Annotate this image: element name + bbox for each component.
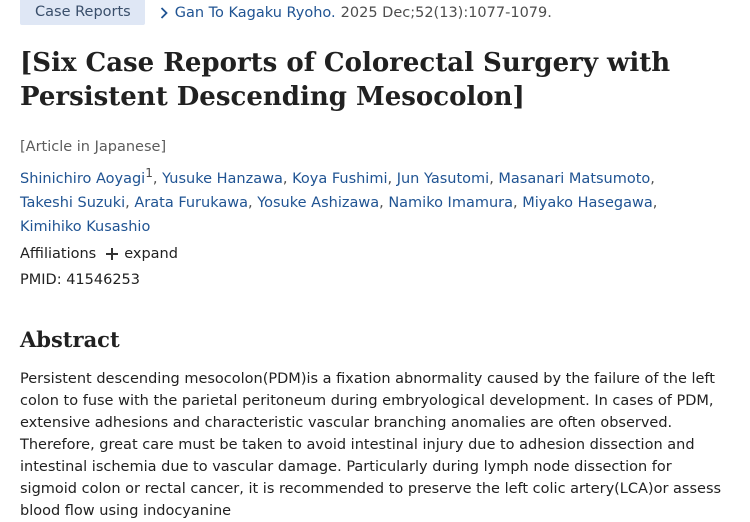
journal-citation-date: 2025 Dec;52(13):1077-1079.: [340, 4, 552, 21]
affiliations-row: Affiliations expand: [20, 246, 178, 262]
author-link[interactable]: Jun Yasutomi: [396, 170, 490, 187]
author-link[interactable]: Namiko Imamura: [388, 194, 514, 211]
article-header-bar: Case Reports Gan To Kagaku Ryoho. 2025 D…: [20, 0, 552, 25]
author-link[interactable]: Shinichiro Aoyagi: [20, 170, 146, 187]
journal-citation: Gan To Kagaku Ryoho. 2025 Dec;52(13):107…: [157, 5, 552, 21]
author-link[interactable]: Arata Furukawa: [134, 194, 248, 211]
abstract-heading: Abstract: [20, 327, 120, 352]
affiliations-expand-button[interactable]: expand: [106, 246, 178, 262]
expand-label: expand: [124, 246, 178, 262]
author-link[interactable]: Miyako Hasegawa: [522, 194, 653, 211]
article-title: [Six Case Reports of Colorectal Surgery …: [20, 48, 671, 112]
author-link[interactable]: Masanari Matsumoto: [498, 170, 651, 187]
author-link[interactable]: Takeshi Suzuki: [20, 194, 126, 211]
author-link[interactable]: Kimihiko Kusashio: [20, 218, 151, 235]
author-link[interactable]: Yusuke Hanzawa: [162, 170, 283, 187]
author-list: Shinichiro Aoyagi1, Yusuke Hanzawa, Koya…: [20, 166, 658, 235]
article-type-badge[interactable]: Case Reports: [20, 0, 145, 25]
plus-icon: [106, 248, 119, 260]
author-link[interactable]: Koya Fushimi: [292, 170, 388, 187]
author-link[interactable]: Yosuke Ashizawa: [257, 194, 380, 211]
affiliations-label: Affiliations: [20, 246, 97, 262]
affiliation-superscript[interactable]: 1: [145, 166, 153, 180]
language-note: [Article in Japanese]: [20, 139, 167, 155]
abstract-text: Persistent descending mesocolon(PDM)is a…: [20, 371, 722, 519]
journal-link[interactable]: Gan To Kagaku Ryoho.: [174, 4, 336, 21]
pmid: PMID: 41546253: [20, 272, 140, 288]
chevron-right-icon: [160, 6, 168, 19]
